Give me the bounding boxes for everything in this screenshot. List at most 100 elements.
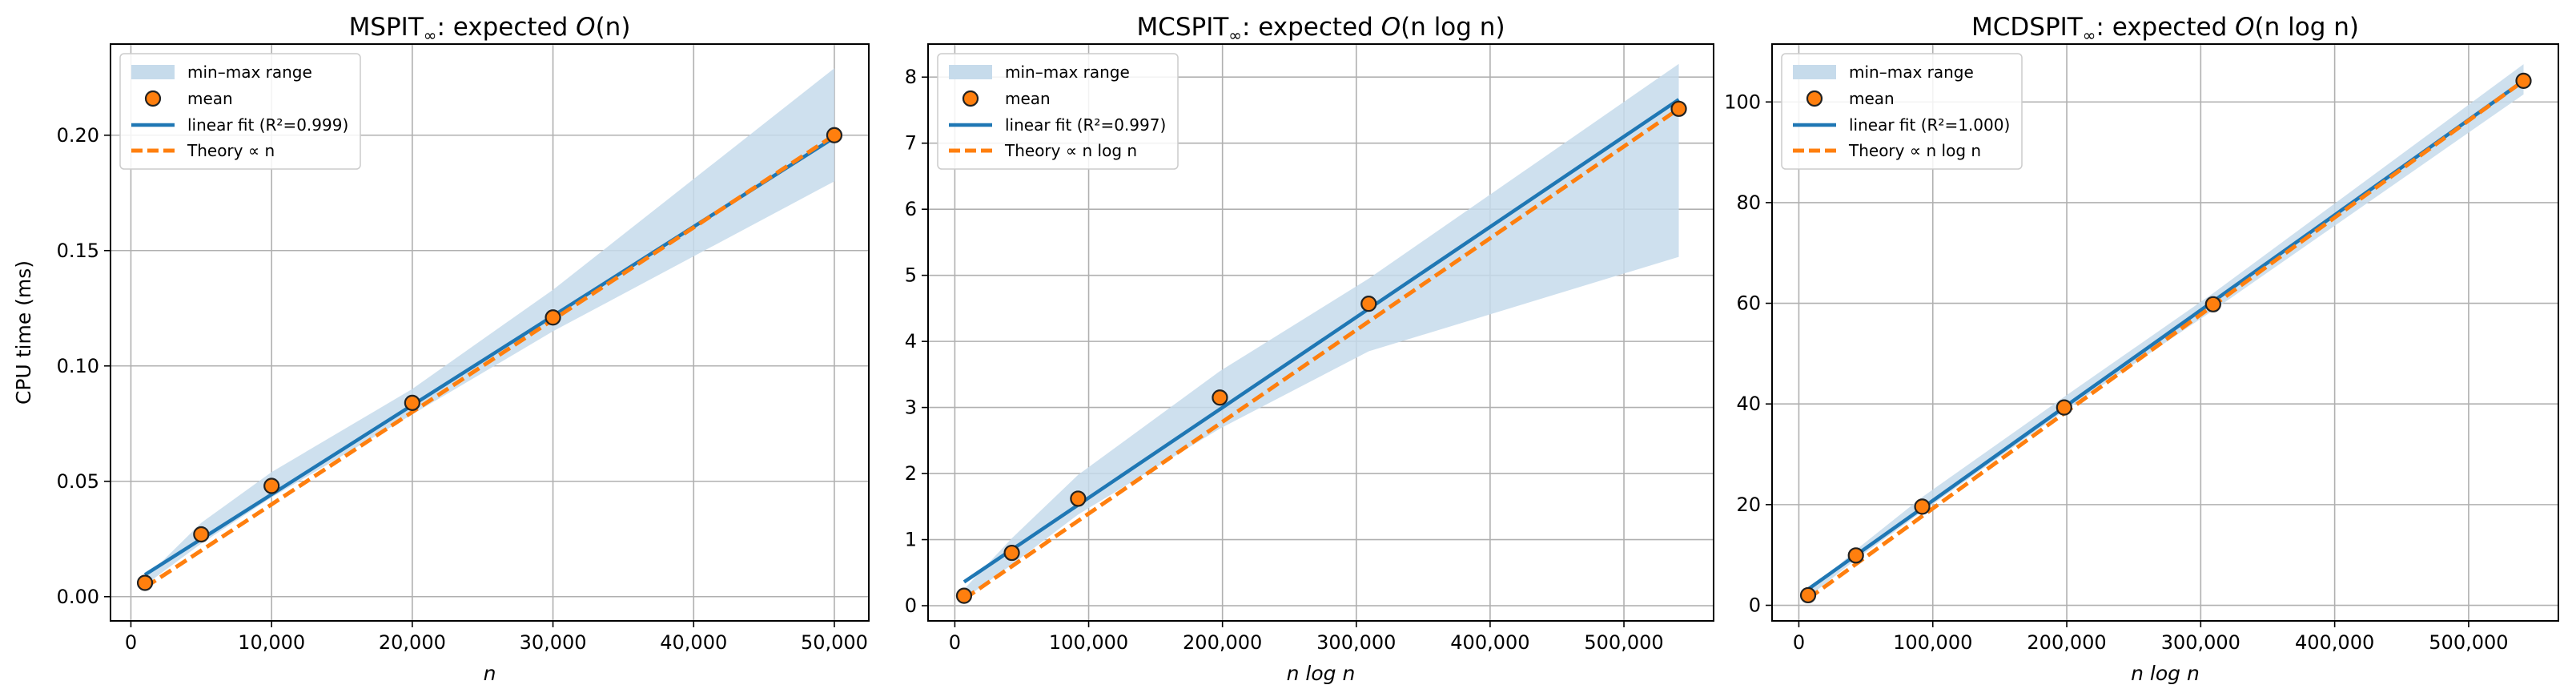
legend-box (937, 53, 1179, 170)
legend-label: Theory ∝ n (187, 141, 275, 160)
y-tick-label: 2 (905, 462, 917, 485)
legend: min–max range mean linear fit (R²=0.997) Th… (937, 53, 1179, 170)
x-axis-label: n log n (2131, 662, 2200, 685)
y-tick-label: 7 (905, 132, 917, 155)
y-tick-label: 3 (905, 397, 917, 419)
y-tick-label: 0 (905, 594, 917, 617)
legend-label: min–max range (1005, 62, 1130, 82)
axes-frame (1771, 43, 2559, 622)
legend-band-swatch (1793, 65, 1836, 79)
chart-title: MCDSPIT∞: expected O(n log n) (1971, 13, 2359, 45)
y-tick-label: 0.15 (57, 240, 99, 262)
mean-point (955, 587, 973, 604)
legend-label: min–max range (187, 62, 312, 82)
theory-line (962, 107, 1680, 601)
y-tick-label: 1 (905, 529, 917, 551)
legend-label: mean (1005, 89, 1051, 108)
y-tick-label: 0 (1749, 594, 1761, 617)
x-axis-label: n log n (1287, 662, 1356, 685)
legend-box (1781, 53, 2023, 170)
mean-point (263, 477, 280, 494)
mean-point (2056, 399, 2072, 416)
y-tick-label: 5 (905, 264, 917, 287)
y-tick-label: 8 (905, 66, 917, 88)
x-tick-label: 500,000 (1584, 631, 1663, 654)
theory-line (143, 133, 836, 590)
y-tick-label: 0.20 (57, 124, 99, 147)
x-tick-label: 10,000 (238, 631, 305, 654)
x-tick-label: 300,000 (1316, 631, 1396, 654)
mean-point (2204, 296, 2221, 312)
mean-point (404, 394, 420, 411)
mean-point (1070, 490, 1087, 507)
legend-label: Theory ∝ n log n (1004, 141, 1137, 160)
x-tick-label: 100,000 (1893, 631, 1972, 654)
x-tick-label: 500,000 (2429, 631, 2508, 654)
legend-label: Theory ∝ n log n (1848, 141, 1981, 160)
x-tick-label: 0 (125, 631, 137, 654)
y-tick-label: 100 (1724, 91, 1761, 113)
x-tick-label: 200,000 (1183, 631, 1262, 654)
legend: min–max range mean linear fit (R²=1.000) Th… (1781, 53, 2023, 170)
grid (1772, 44, 2558, 621)
chart-title: MSPIT∞: expected O(n) (349, 13, 631, 45)
plot-area (143, 68, 836, 590)
panel-3: 0 100,000 200,000 300,000 400,000 500,000 0 20 4… (1724, 13, 2559, 685)
y-tick-label: 0.05 (57, 470, 99, 493)
legend-label: mean (1849, 89, 1895, 108)
legend-box (119, 53, 361, 170)
minmax-band (145, 68, 834, 586)
legend-mean-swatch (1806, 90, 1823, 107)
mean-point (826, 127, 843, 143)
legend-band-swatch (949, 65, 992, 79)
mean-point (1360, 296, 1377, 312)
minmax-band (963, 63, 1679, 599)
mean-point (1914, 498, 1931, 515)
mean-point (545, 309, 561, 326)
x-tick-label: 400,000 (2295, 631, 2374, 654)
x-tick-label: 100,000 (1049, 631, 1128, 654)
mean-point (1003, 544, 1020, 562)
legend-band-swatch (131, 65, 175, 79)
y-tick-label: 0.00 (57, 586, 99, 608)
x-tick-label: 0 (1793, 631, 1805, 654)
x-tick-label: 50,000 (801, 631, 868, 654)
y-tick-label: 80 (1736, 191, 1761, 214)
x-tick-label: 400,000 (1450, 631, 1529, 654)
legend-label: linear fit (R²=1.000) (1849, 115, 2010, 135)
mean-point (1212, 389, 1228, 406)
x-tick-label: 40,000 (660, 631, 727, 654)
legend-label: linear fit (R²=0.997) (1005, 115, 1166, 135)
mean-point (2515, 72, 2532, 89)
mean-point (193, 526, 210, 543)
x-tick-label: 20,000 (379, 631, 446, 654)
chart-title: MCSPIT∞: expected O(n log n) (1136, 13, 1505, 45)
x-tick-label: 0 (949, 631, 961, 654)
panel-2: 0 100,000 200,000 300,000 400,000 500,000 0 1 2 3… (905, 13, 1714, 685)
y-tick-label: 40 (1736, 393, 1761, 415)
panel-1: 0 10,000 20,000 30,000 40,000 50,000 0.00 0.05 0… (12, 13, 870, 685)
x-tick-label: 300,000 (2161, 631, 2240, 654)
legend-mean-swatch (962, 90, 979, 107)
y-axis-label: CPU time (ms) (12, 260, 35, 405)
x-axis-label: n (484, 662, 496, 685)
mean-point (1847, 547, 1864, 564)
legend-mean-swatch (144, 90, 162, 107)
legend-label: linear fit (R²=0.999) (187, 115, 348, 135)
y-tick-label: 60 (1736, 292, 1761, 315)
y-tick-label: 20 (1736, 494, 1761, 516)
axes-frame (927, 43, 1714, 622)
legend: min–max range mean linear fit (R²=0.999) Th… (119, 53, 361, 170)
x-tick-label: 200,000 (2027, 631, 2106, 654)
axes-frame (110, 43, 870, 622)
y-tick-label: 6 (905, 198, 917, 220)
mean-point (1799, 586, 1817, 604)
x-tick-label: 30,000 (520, 631, 587, 654)
legend-label: mean (187, 89, 233, 108)
legend-label: min–max range (1849, 62, 1974, 82)
mean-point (136, 574, 154, 591)
linear-fit-line (962, 98, 1680, 584)
mean-point (1670, 100, 1687, 117)
y-tick-label: 4 (905, 330, 917, 353)
